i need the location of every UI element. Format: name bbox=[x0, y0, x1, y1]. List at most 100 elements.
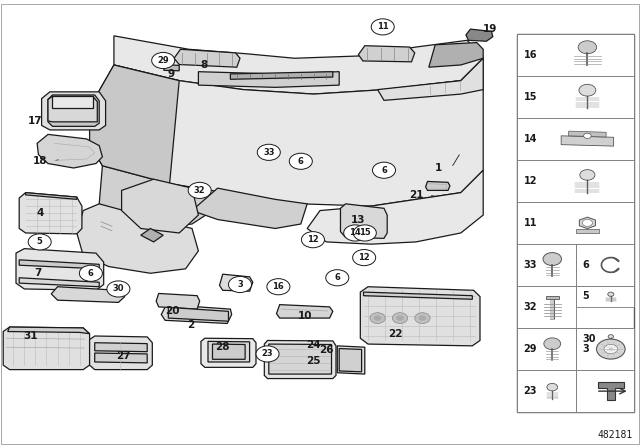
Circle shape bbox=[374, 315, 381, 321]
Polygon shape bbox=[230, 72, 333, 79]
Circle shape bbox=[604, 345, 618, 354]
Text: 26: 26 bbox=[319, 345, 333, 355]
Circle shape bbox=[396, 315, 404, 321]
Polygon shape bbox=[99, 166, 237, 228]
Circle shape bbox=[228, 276, 252, 293]
Polygon shape bbox=[19, 278, 99, 287]
FancyBboxPatch shape bbox=[517, 34, 634, 76]
Circle shape bbox=[301, 232, 324, 248]
Polygon shape bbox=[264, 340, 336, 379]
Text: 28: 28 bbox=[216, 342, 230, 352]
Polygon shape bbox=[198, 72, 339, 87]
Polygon shape bbox=[51, 287, 125, 302]
Polygon shape bbox=[174, 49, 240, 67]
FancyBboxPatch shape bbox=[517, 76, 634, 118]
Polygon shape bbox=[77, 204, 198, 273]
Text: 23: 23 bbox=[262, 349, 273, 358]
Text: 16: 16 bbox=[273, 282, 284, 291]
Polygon shape bbox=[16, 249, 104, 290]
Text: 27: 27 bbox=[116, 351, 131, 361]
Text: 16: 16 bbox=[524, 50, 537, 60]
FancyBboxPatch shape bbox=[517, 202, 634, 244]
Polygon shape bbox=[576, 229, 598, 233]
Circle shape bbox=[256, 346, 279, 362]
Text: 19: 19 bbox=[483, 24, 497, 34]
Text: 14: 14 bbox=[349, 228, 361, 237]
Text: 7: 7 bbox=[35, 268, 42, 278]
Text: 22: 22 bbox=[388, 329, 402, 339]
Text: 29: 29 bbox=[524, 344, 537, 354]
Circle shape bbox=[543, 253, 561, 266]
FancyBboxPatch shape bbox=[517, 328, 576, 370]
Circle shape bbox=[578, 41, 596, 54]
Text: 23: 23 bbox=[524, 386, 537, 396]
Polygon shape bbox=[429, 43, 483, 67]
FancyBboxPatch shape bbox=[517, 370, 576, 412]
Circle shape bbox=[353, 225, 376, 241]
Polygon shape bbox=[90, 336, 152, 370]
Circle shape bbox=[257, 144, 280, 160]
Polygon shape bbox=[307, 170, 483, 244]
Text: 32: 32 bbox=[194, 186, 205, 195]
Polygon shape bbox=[598, 382, 624, 400]
Text: 11: 11 bbox=[524, 218, 537, 228]
Circle shape bbox=[371, 19, 394, 35]
Circle shape bbox=[608, 292, 614, 297]
Polygon shape bbox=[569, 131, 606, 137]
Polygon shape bbox=[141, 228, 163, 242]
Polygon shape bbox=[19, 260, 99, 269]
Circle shape bbox=[582, 220, 593, 226]
Circle shape bbox=[372, 162, 396, 178]
Text: 15: 15 bbox=[359, 228, 371, 237]
FancyBboxPatch shape bbox=[576, 286, 634, 307]
Text: 5: 5 bbox=[36, 237, 43, 246]
Circle shape bbox=[544, 338, 561, 349]
Polygon shape bbox=[337, 346, 365, 374]
Polygon shape bbox=[208, 341, 250, 362]
Polygon shape bbox=[358, 46, 415, 62]
Text: 6: 6 bbox=[582, 260, 589, 270]
Polygon shape bbox=[168, 307, 228, 321]
Circle shape bbox=[419, 315, 426, 321]
Circle shape bbox=[608, 335, 614, 338]
Polygon shape bbox=[426, 181, 450, 190]
Polygon shape bbox=[8, 327, 90, 334]
Circle shape bbox=[353, 250, 376, 266]
Polygon shape bbox=[161, 305, 232, 323]
Text: 2: 2 bbox=[187, 320, 195, 330]
Text: 33: 33 bbox=[263, 148, 275, 157]
FancyBboxPatch shape bbox=[517, 160, 634, 202]
Text: 12: 12 bbox=[524, 176, 537, 186]
FancyBboxPatch shape bbox=[517, 286, 576, 328]
Polygon shape bbox=[3, 327, 90, 370]
FancyBboxPatch shape bbox=[576, 328, 634, 370]
Text: 32: 32 bbox=[524, 302, 537, 312]
Circle shape bbox=[188, 182, 211, 198]
Polygon shape bbox=[26, 193, 77, 199]
FancyBboxPatch shape bbox=[576, 370, 634, 412]
Text: 482181: 482181 bbox=[597, 430, 632, 440]
Text: 33: 33 bbox=[524, 260, 537, 270]
Circle shape bbox=[289, 153, 312, 169]
Text: 12: 12 bbox=[358, 253, 370, 262]
Polygon shape bbox=[340, 204, 387, 238]
Circle shape bbox=[107, 281, 130, 297]
Text: 12: 12 bbox=[307, 235, 319, 244]
Circle shape bbox=[415, 313, 430, 323]
Text: 8: 8 bbox=[200, 60, 207, 70]
Polygon shape bbox=[122, 179, 198, 233]
Polygon shape bbox=[48, 96, 97, 122]
Text: 17: 17 bbox=[28, 116, 42, 126]
Polygon shape bbox=[269, 344, 332, 374]
Circle shape bbox=[392, 313, 408, 323]
FancyBboxPatch shape bbox=[517, 34, 634, 412]
Text: 29: 29 bbox=[157, 56, 169, 65]
Polygon shape bbox=[48, 95, 99, 126]
Text: 15: 15 bbox=[524, 92, 537, 102]
Polygon shape bbox=[212, 344, 245, 359]
Polygon shape bbox=[378, 58, 483, 100]
Text: 21: 21 bbox=[409, 190, 423, 200]
Text: 20: 20 bbox=[166, 306, 180, 316]
Polygon shape bbox=[201, 338, 256, 367]
Polygon shape bbox=[19, 193, 82, 234]
